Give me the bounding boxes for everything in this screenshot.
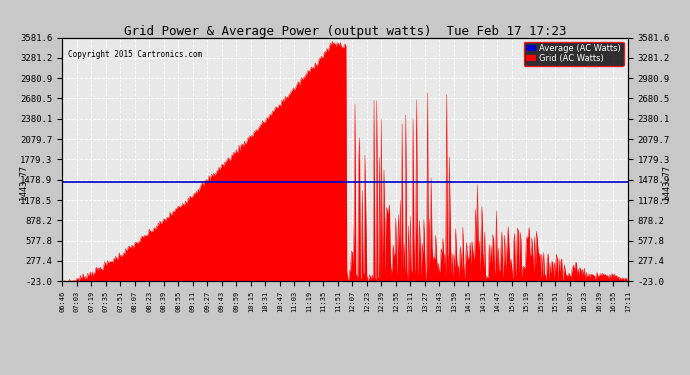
Legend: Average (AC Watts), Grid (AC Watts): Average (AC Watts), Grid (AC Watts) [524,42,624,66]
Text: 1443.77: 1443.77 [19,165,28,200]
Text: 1443.77: 1443.77 [662,165,671,200]
Title: Grid Power & Average Power (output watts)  Tue Feb 17 17:23: Grid Power & Average Power (output watts… [124,24,566,38]
Text: Copyright 2015 Cartronics.com: Copyright 2015 Cartronics.com [68,50,202,59]
